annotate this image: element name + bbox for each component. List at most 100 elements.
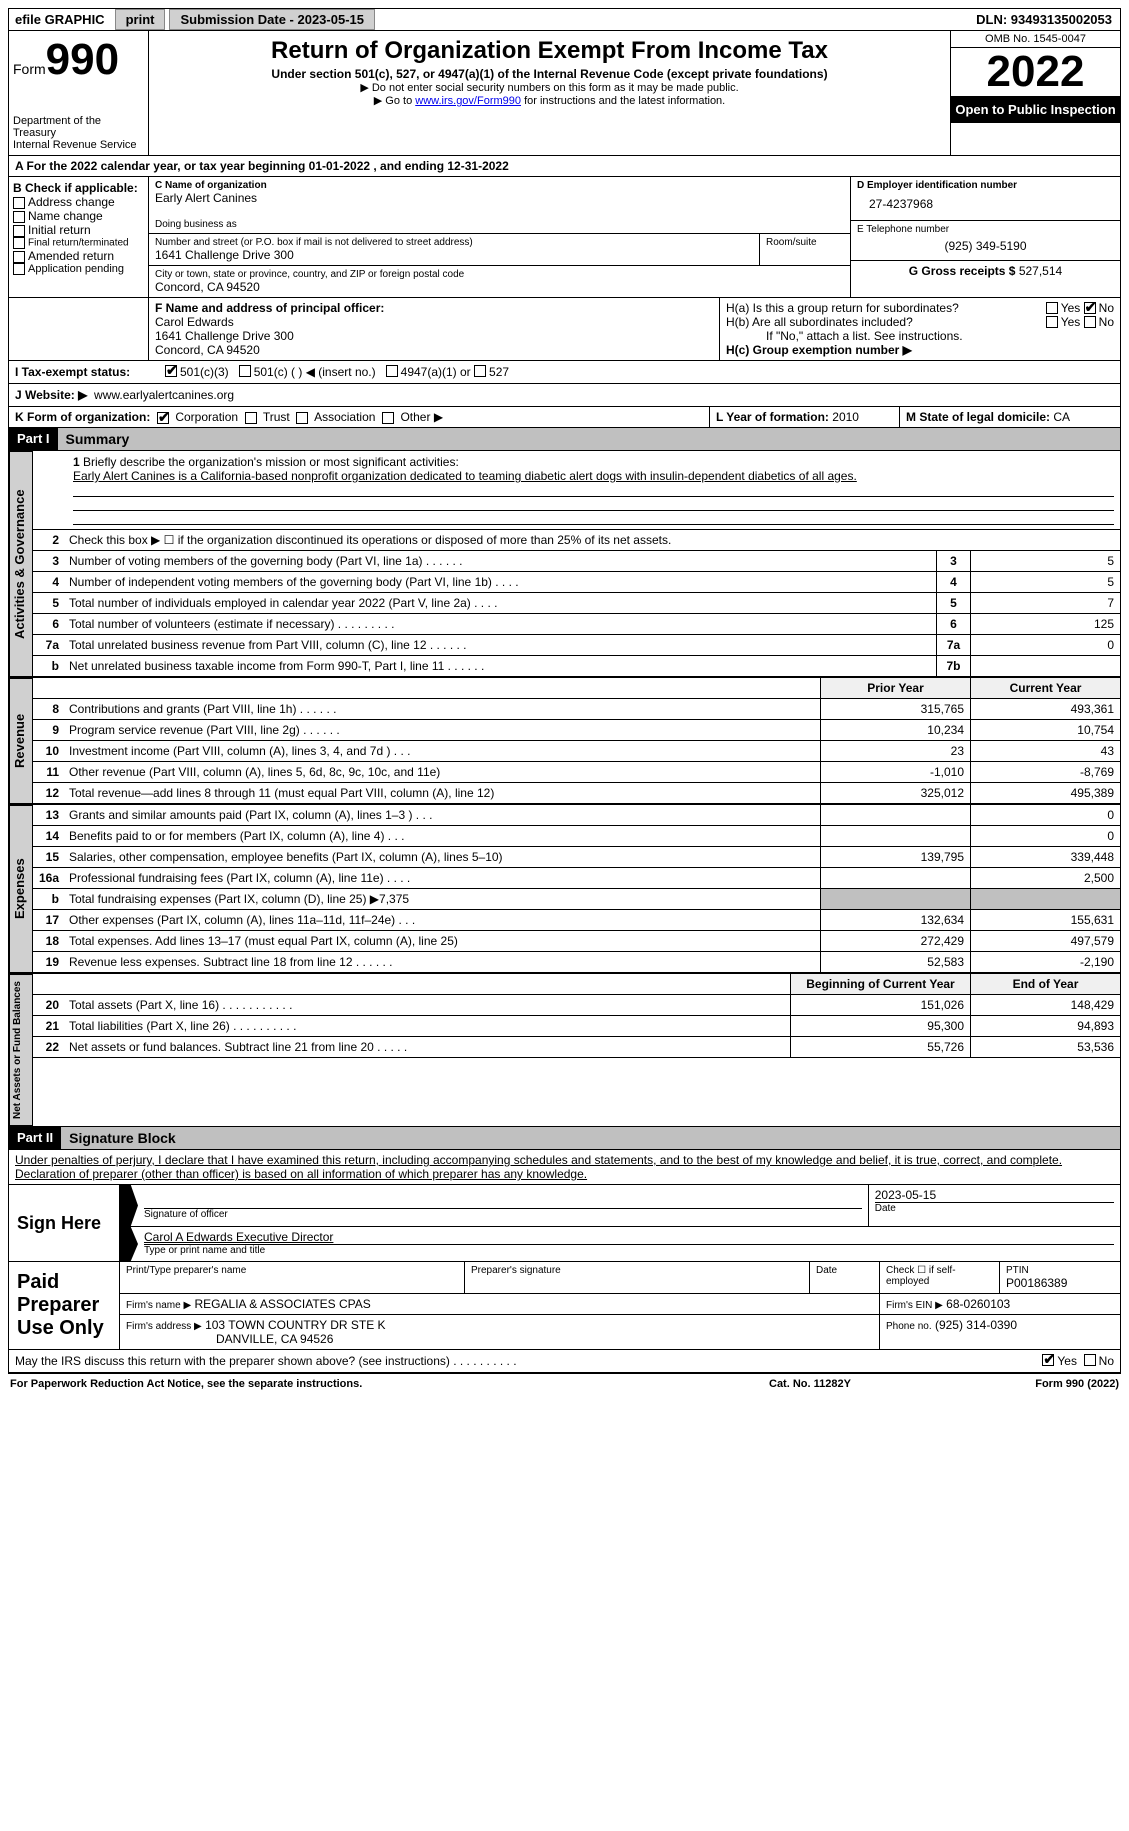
- chk-527[interactable]: [474, 365, 486, 377]
- hb-yes: Yes: [1061, 315, 1081, 329]
- header-sub3: ▶ Go to www.irs.gov/Form990 for instruct…: [153, 94, 946, 107]
- line-1: 1 Briefly describe the organization's mi…: [33, 451, 1120, 530]
- col-c: C Name of organization Early Alert Canin…: [149, 177, 850, 297]
- table-row: bTotal fundraising expenses (Part IX, co…: [33, 889, 1120, 910]
- gross-value: 527,514: [1019, 264, 1062, 278]
- discuss-text: May the IRS discuss this return with the…: [15, 1354, 1042, 1368]
- goto-post: for instructions and the latest informat…: [521, 95, 725, 107]
- chk-501c[interactable]: [239, 365, 251, 377]
- sig-officer-label: Signature of officer: [144, 1208, 862, 1220]
- ptin-label: PTIN: [1006, 1265, 1114, 1276]
- self-employed-chk[interactable]: Check ☐ if self-employed: [886, 1265, 993, 1287]
- addr-label: Number and street (or P.O. box if mail i…: [155, 237, 753, 248]
- firm-ein-label: Firm's EIN ▶: [886, 1300, 943, 1311]
- chk-assoc[interactable]: [296, 412, 308, 424]
- declaration-text: Under penalties of perjury, I declare th…: [15, 1153, 1062, 1181]
- page-title: Return of Organization Exempt From Incom…: [153, 37, 946, 65]
- opt-trust: Trust: [263, 410, 290, 424]
- chk-other[interactable]: [382, 412, 394, 424]
- sign-here-label: Sign Here: [9, 1185, 119, 1261]
- table-row: 13Grants and similar amounts paid (Part …: [33, 805, 1120, 826]
- officer-label: F Name and address of principal officer:: [155, 301, 384, 315]
- summary-ag: Activities & Governance 1 Briefly descri…: [8, 451, 1121, 677]
- part2-title: Signature Block: [61, 1127, 1120, 1149]
- opt-final: Final return/terminated: [28, 238, 129, 249]
- hb-yes-chk[interactable]: [1046, 316, 1058, 328]
- l1-label: Briefly describe the organization's miss…: [83, 455, 459, 469]
- prep-name-label: Print/Type preparer's name: [126, 1265, 458, 1276]
- chk-501c3[interactable]: [165, 365, 177, 377]
- opt-pending: Application pending: [28, 263, 124, 275]
- na-header: Beginning of Current Year End of Year: [33, 974, 1120, 995]
- form-990-number: 990: [46, 35, 119, 84]
- tax-status-label: I Tax-exempt status:: [15, 365, 165, 379]
- room-label: Room/suite: [760, 234, 850, 265]
- declaration: Under penalties of perjury, I declare th…: [8, 1150, 1121, 1185]
- chk-final-return[interactable]: Final return/terminated: [13, 237, 144, 249]
- table-row: 17Other expenses (Part IX, column (A), l…: [33, 910, 1120, 931]
- rev-header: Prior Year Current Year: [33, 678, 1120, 699]
- website-label: J Website: ▶: [15, 388, 87, 402]
- ein-value: 27-4237968: [857, 191, 1114, 217]
- table-row: 19Revenue less expenses. Subtract line 1…: [33, 952, 1120, 973]
- tel-value: (925) 349-5190: [857, 235, 1114, 257]
- officer-addr1: 1641 Challenge Drive 300: [155, 329, 294, 343]
- opt-4947: 4947(a)(1) or: [401, 365, 471, 379]
- prior-year-hdr: Prior Year: [820, 678, 970, 698]
- chk-address-change[interactable]: Address change: [13, 195, 144, 209]
- irs-link[interactable]: www.irs.gov/Form990: [415, 95, 521, 107]
- date-label: Date: [875, 1202, 1114, 1214]
- part1-header: Part I Summary: [8, 428, 1121, 451]
- part1-label: Part I: [9, 428, 58, 450]
- discuss-no-chk[interactable]: [1084, 1354, 1096, 1366]
- officer-name: Carol Edwards: [155, 315, 234, 329]
- ha-yes-chk[interactable]: [1046, 302, 1058, 314]
- table-row: 9Program service revenue (Part VIII, lin…: [33, 720, 1120, 741]
- prep-sig-label: Preparer's signature: [471, 1265, 803, 1276]
- form-number: Form990: [13, 35, 144, 85]
- firm-name-label: Firm's name ▶: [126, 1300, 191, 1311]
- table-row: 22Net assets or fund balances. Subtract …: [33, 1037, 1120, 1058]
- firm-addr2: DANVILLE, CA 94526: [126, 1332, 333, 1346]
- submission-date-button[interactable]: Submission Date - 2023-05-15: [169, 9, 375, 30]
- gross-label: G Gross receipts $: [909, 264, 1016, 278]
- form-org-label: K Form of organization:: [15, 410, 150, 424]
- tel-label: E Telephone number: [857, 224, 1114, 235]
- eoy-hdr: End of Year: [970, 974, 1120, 994]
- sign-here-block: Sign Here Signature of officer 2023-05-1…: [8, 1185, 1121, 1262]
- discuss-row: May the IRS discuss this return with the…: [8, 1350, 1121, 1373]
- chk-initial-return[interactable]: Initial return: [13, 223, 144, 237]
- table-row: 4Number of independent voting members of…: [33, 572, 1120, 593]
- opt-amended: Amended return: [28, 249, 114, 263]
- sig-date: 2023-05-15: [875, 1188, 1114, 1202]
- domicile-val: CA: [1053, 410, 1070, 424]
- table-row: 15Salaries, other compensation, employee…: [33, 847, 1120, 868]
- table-row: 7aTotal unrelated business revenue from …: [33, 635, 1120, 656]
- header-sub1: Under section 501(c), 527, or 4947(a)(1)…: [153, 67, 946, 81]
- ha-label: H(a) Is this a group return for subordin…: [726, 301, 1046, 315]
- row-f-h: F Name and address of principal officer:…: [8, 298, 1121, 361]
- chk-amended[interactable]: Amended return: [13, 249, 144, 263]
- chk-corp[interactable]: [157, 412, 169, 424]
- col-d: D Employer identification number 27-4237…: [850, 177, 1120, 297]
- page-footer: For Paperwork Reduction Act Notice, see …: [8, 1373, 1121, 1394]
- hb-label: H(b) Are all subordinates included?: [726, 315, 1046, 329]
- dept-treasury: Department of the Treasury: [13, 115, 144, 139]
- discuss-no: No: [1099, 1354, 1114, 1368]
- street-address: 1641 Challenge Drive 300: [155, 248, 753, 262]
- opt-address: Address change: [28, 195, 115, 209]
- ha-yes: Yes: [1061, 301, 1081, 315]
- discuss-yes: Yes: [1057, 1354, 1077, 1368]
- ha-no-chk[interactable]: [1084, 302, 1096, 314]
- discuss-yes-chk[interactable]: [1042, 1354, 1054, 1366]
- block-bcd: B Check if applicable: Address change Na…: [8, 177, 1121, 298]
- hb-no-chk[interactable]: [1084, 316, 1096, 328]
- chk-name-change[interactable]: Name change: [13, 209, 144, 223]
- form-header: Form990 Department of the Treasury Inter…: [8, 31, 1121, 156]
- chk-trust[interactable]: [245, 412, 257, 424]
- print-button[interactable]: print: [115, 9, 166, 30]
- table-row: 18Total expenses. Add lines 13–17 (must …: [33, 931, 1120, 952]
- chk-4947[interactable]: [386, 365, 398, 377]
- firm-addr1: 103 TOWN COUNTRY DR STE K: [205, 1318, 386, 1332]
- chk-app-pending[interactable]: Application pending: [13, 263, 144, 275]
